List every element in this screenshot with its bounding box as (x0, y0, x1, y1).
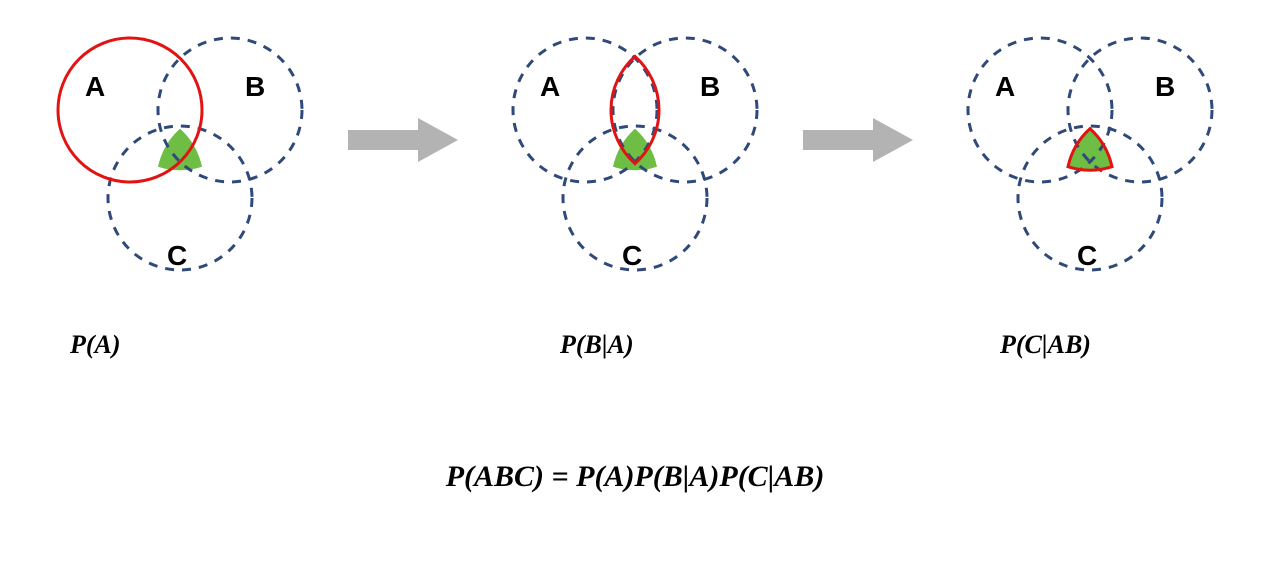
venn-panel-c: A B C (940, 20, 1240, 300)
set-label-c: C (622, 240, 642, 271)
set-label-b: B (245, 71, 265, 102)
caption-panel-c: P(C|AB) (1000, 330, 1091, 360)
set-label-a: A (540, 71, 560, 102)
arrow-shape (803, 118, 913, 162)
arrow-2 (803, 118, 913, 162)
circle-a-highlight (58, 38, 202, 182)
circle-a (968, 38, 1112, 182)
arrow-shape (348, 118, 458, 162)
chain-rule-formula: P(ABC) = P(A)P(B|A)P(C|AB) (0, 460, 1270, 494)
caption-panel-a: P(A) (70, 330, 121, 360)
arrow-1 (348, 118, 458, 162)
caption-panel-b: P(B|A) (560, 330, 634, 360)
set-label-a: A (85, 71, 105, 102)
venn-panel-a: A B C (30, 20, 330, 300)
set-label-a: A (995, 71, 1015, 102)
set-label-c: C (1077, 240, 1097, 271)
intersection-fill-abc (158, 129, 202, 171)
diagram-stage: A B C A B C A B C P(A) P(B|A) P(C|AB) P (0, 0, 1270, 565)
circle-a (513, 38, 657, 182)
set-label-b: B (700, 71, 720, 102)
set-label-b: B (1155, 71, 1175, 102)
venn-panel-b: A B C (485, 20, 785, 300)
set-label-c: C (167, 240, 187, 271)
